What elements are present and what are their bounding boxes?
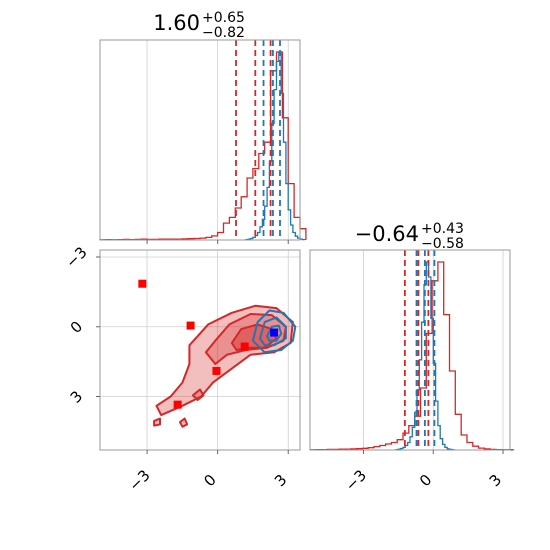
contour-series-0-outer-0 [155,304,294,417]
marker-series-0-3 [173,400,182,409]
frame-right [309,249,511,451]
tick-label-right-x-2: 3 [486,471,505,490]
hist-param-1-grid [146,40,289,240]
frame-top [99,39,301,241]
tick-label-joint-y-0: 3 [67,387,86,406]
contour-series-0-island-3 [191,388,205,401]
title-param-2: −0.64 +0.43 −0.58 [355,221,464,252]
title-param-2-plus: +0.43 [421,221,464,237]
marker-series-0-1 [186,321,195,330]
marker-series-1-0 [270,328,279,337]
title-param-1-median: 1.60 [153,11,200,35]
joint-contours [153,304,297,428]
contour-series-1-mid-1 [259,316,287,347]
contour-series-0-island-4 [153,417,161,427]
tick-label-joint-y-2: −3 [62,243,90,271]
joint-grid [100,250,300,450]
hist-param-2-series-0 [309,261,515,451]
ticks: −3 0 3 3 0 −3 −3 0 3 [62,240,505,495]
marker-series-0-0 [138,279,147,288]
tick-label-joint-x-1: 0 [200,471,219,490]
marker-series-0-4 [240,342,249,351]
tick-label-joint-x-2: 3 [271,471,290,490]
tick-label-joint-y-1: 0 [67,317,86,336]
frame-left [99,249,301,451]
title-param-1-minus: −0.82 [202,25,245,41]
hist-param-1-series-1 [245,51,306,241]
title-param-2-median: −0.64 [355,222,419,246]
title-param-1-plus: +0.65 [202,10,245,26]
marker-series-0-2 [212,366,221,375]
joint-markers [138,279,279,409]
title-param-2-minus: −0.58 [421,236,464,252]
hist-param-1-series-0 [99,51,307,241]
tick-label-joint-x-0: −3 [125,466,153,494]
contour-series-0-island-5 [179,417,189,428]
title-param-1: 1.60 +0.65 −0.82 [153,10,245,41]
contour-series-1-outer-0 [251,309,297,354]
tick-label-right-x-1: 0 [416,471,435,490]
tick-label-right-x-0: −3 [342,466,370,494]
contour-series-1-inner-2 [266,324,283,342]
